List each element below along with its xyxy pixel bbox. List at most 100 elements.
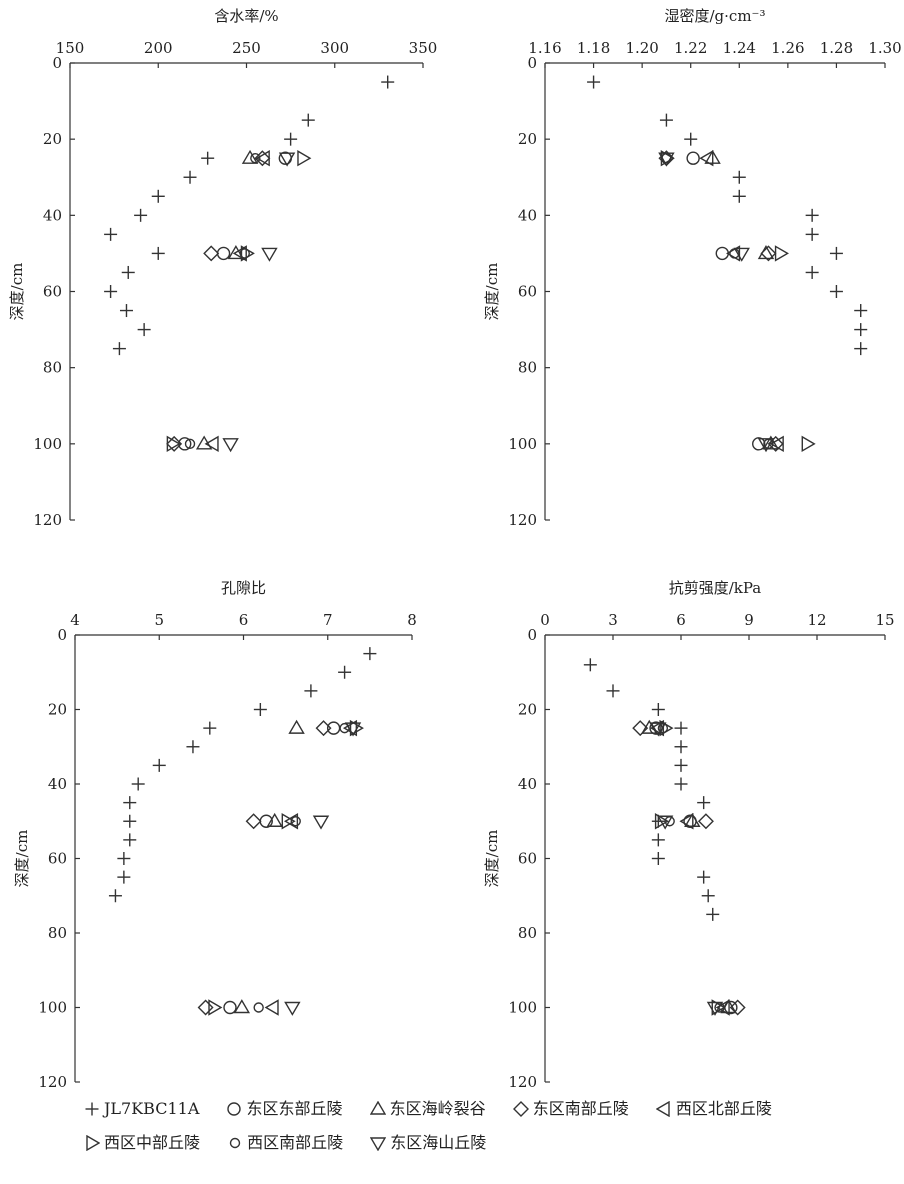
data-point xyxy=(363,647,377,661)
series-8 xyxy=(222,152,296,453)
data-point xyxy=(752,437,766,451)
data-point xyxy=(805,265,819,279)
series-6 xyxy=(166,149,312,453)
series-4 xyxy=(658,150,784,452)
data-point xyxy=(344,722,362,737)
data-point xyxy=(805,208,819,222)
x-tick-label: 3 xyxy=(608,611,618,629)
data-point xyxy=(684,132,698,146)
chart-title: 抗剪强度/kPa xyxy=(669,579,762,597)
chart-panel-4: 抗剪强度/kPa 0 3 6 9 12 15 0 20 40 60 80 100 120 深度/cm xyxy=(483,579,895,1091)
data-point xyxy=(654,813,669,830)
y-tick-label: 120 xyxy=(508,1073,537,1091)
data-point xyxy=(661,153,672,164)
legend-marker xyxy=(655,1100,670,1118)
chart-title: 含水率/% xyxy=(214,7,278,25)
series-3 xyxy=(195,149,259,450)
data-point xyxy=(281,813,296,830)
legend-label: 东区东部丘陵 xyxy=(246,1099,343,1118)
y-tick-label: 80 xyxy=(518,359,537,377)
series-3 xyxy=(233,719,305,1014)
chart-title: 湿密度/g·cm⁻³ xyxy=(665,7,766,25)
data-point xyxy=(583,658,597,672)
data-point xyxy=(769,435,784,453)
series-1 xyxy=(104,75,395,356)
y-tick-label: 100 xyxy=(508,435,537,453)
data-point xyxy=(151,189,165,203)
legend-label: 东区海岭裂谷 xyxy=(389,1099,486,1118)
y-tick-label: 0 xyxy=(527,54,537,72)
triangle-up-marker-icon xyxy=(369,1100,386,1115)
series-7 xyxy=(657,722,725,1013)
legend-item-west-south-hills: 西区南部丘陵 xyxy=(227,1126,343,1160)
y-tick-label: 60 xyxy=(43,283,62,301)
data-point xyxy=(315,720,332,737)
x-tick-label: 5 xyxy=(154,611,164,629)
y-tick-label: 20 xyxy=(43,130,62,148)
legend-item-west-north-hills: 西区北部丘陵 xyxy=(655,1092,772,1126)
series-8 xyxy=(284,722,362,1016)
legend-item-east-seamount-hills: 东区海山丘陵 xyxy=(370,1126,486,1160)
x-tick-label: 1.24 xyxy=(723,39,756,57)
data-point xyxy=(312,815,330,830)
x-tick-label: 12 xyxy=(807,611,826,629)
data-point xyxy=(232,245,247,262)
data-point xyxy=(651,703,665,716)
legend-label: 西区中部丘陵 xyxy=(104,1133,201,1152)
series-2 xyxy=(223,721,341,1015)
small-circle-marker-icon xyxy=(229,1137,241,1149)
data-point xyxy=(774,245,789,262)
y-tick-label: 40 xyxy=(518,775,537,793)
data-point xyxy=(250,153,261,164)
y-tick-label: 20 xyxy=(48,701,67,719)
data-point xyxy=(757,438,775,453)
legend-marker xyxy=(229,1137,241,1149)
y-tick-label: 60 xyxy=(518,850,537,868)
legend-marker xyxy=(370,1137,387,1152)
data-point xyxy=(805,227,819,241)
data-point xyxy=(659,113,673,127)
data-point xyxy=(733,247,750,262)
y-tick-label: 0 xyxy=(57,626,67,644)
x-tick-label: 4 xyxy=(70,611,80,629)
legend-label: 西区北部丘陵 xyxy=(675,1099,772,1118)
legend-marker xyxy=(86,1134,101,1152)
series-4 xyxy=(166,150,271,452)
data-point xyxy=(261,247,278,262)
data-point xyxy=(151,246,165,260)
legend-label: 东区海山丘陵 xyxy=(390,1133,487,1152)
legend-item-jl7kbc11a: JL7KBC11A xyxy=(84,1092,199,1126)
y-axis-label: 深度/cm xyxy=(483,830,501,888)
plus-marker-icon xyxy=(85,1102,99,1116)
data-point xyxy=(381,75,395,89)
series-3 xyxy=(641,719,737,1014)
data-point xyxy=(854,304,868,318)
data-point xyxy=(606,684,620,698)
series-5 xyxy=(204,149,270,453)
triangle-left-marker-icon xyxy=(655,1100,670,1118)
data-point xyxy=(679,813,694,830)
data-point xyxy=(131,777,145,791)
data-point xyxy=(152,758,166,772)
data-point xyxy=(732,170,746,184)
data-point xyxy=(656,815,674,830)
series-4 xyxy=(632,720,746,1016)
x-tick-label: 1.26 xyxy=(771,39,804,57)
y-tick-label: 80 xyxy=(43,359,62,377)
data-point xyxy=(239,248,250,259)
triangle-right-marker-icon xyxy=(86,1134,101,1152)
data-point xyxy=(651,852,665,865)
legend-marker xyxy=(85,1102,99,1116)
data-point xyxy=(254,150,271,167)
series-8 xyxy=(658,152,775,453)
data-point xyxy=(674,721,688,735)
x-tick-label: 1.18 xyxy=(577,39,610,57)
data-point xyxy=(223,1000,237,1015)
data-point xyxy=(338,665,352,679)
data-point xyxy=(854,342,868,356)
y-tick-label: 80 xyxy=(518,924,537,942)
x-tick-label: 7 xyxy=(323,611,333,629)
series-7 xyxy=(184,153,261,450)
